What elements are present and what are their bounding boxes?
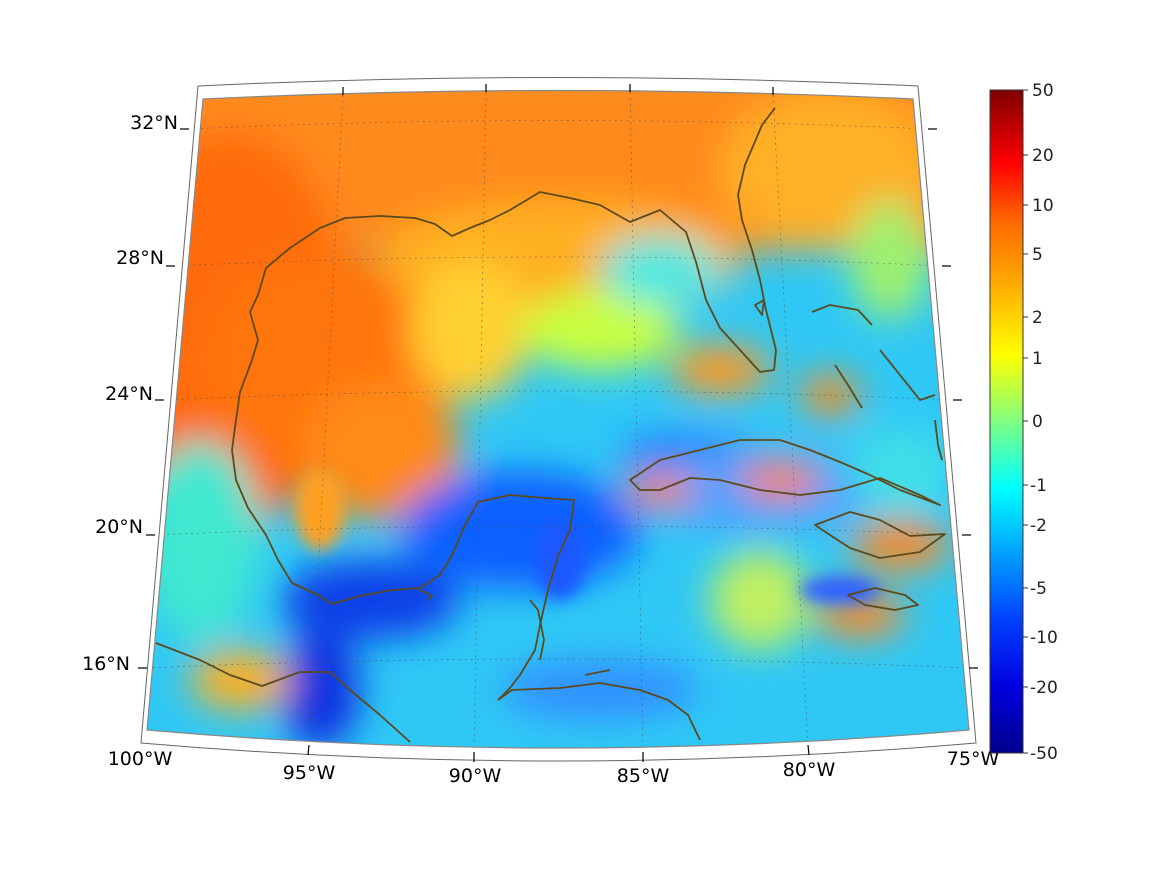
colorbar-tick-label: -5 (1030, 579, 1047, 599)
colorbar-tick-label: -50 (1030, 744, 1058, 764)
colorbar-tick-label: 20 (1032, 146, 1054, 166)
lat-label-16n: 16°N (82, 653, 130, 675)
graticule (147, 91, 969, 748)
frame-ticks (138, 84, 978, 762)
map-frame (146, 89, 970, 749)
lat-label-32n: 32°N (130, 112, 178, 134)
data-field (147, 90, 969, 748)
colorbar-tick-label: -10 (1030, 628, 1058, 648)
colorbar-tick-label: 50 (1032, 81, 1054, 101)
colorbar-tick-label: 0 (1032, 412, 1043, 432)
colorbar-tick-label: 10 (1032, 196, 1054, 216)
lon-label-100w: 100°W (108, 748, 173, 770)
map-frame-outer (140, 77, 977, 762)
lon-label-95w: 95°W (283, 762, 336, 784)
lon-label-80w: 80°W (783, 759, 836, 781)
colorbar-tick-label: -1 (1030, 476, 1047, 496)
colorbar: 50 20 10 5 2 1 0 -1 -2 -5 -10 -20 -50 (989, 81, 1058, 764)
lon-label-85w: 85°W (617, 765, 670, 787)
coastlines (155, 107, 946, 743)
colorbar-tick-label: -2 (1030, 516, 1047, 536)
lon-label-75w: 75°W (947, 748, 1000, 770)
colorbar-gradient (990, 90, 1023, 753)
colorbar-tick-label: 5 (1032, 245, 1043, 265)
colorbar-tick-label: -20 (1030, 678, 1058, 698)
lon-label-90w: 90°W (449, 765, 502, 787)
lat-label-20n: 20°N (95, 516, 143, 538)
colorbar-tick-label: 1 (1032, 349, 1043, 369)
colorbar-tick-label: 2 (1032, 308, 1043, 328)
lat-label-28n: 28°N (116, 247, 164, 269)
lat-label-24n: 24°N (105, 383, 153, 405)
